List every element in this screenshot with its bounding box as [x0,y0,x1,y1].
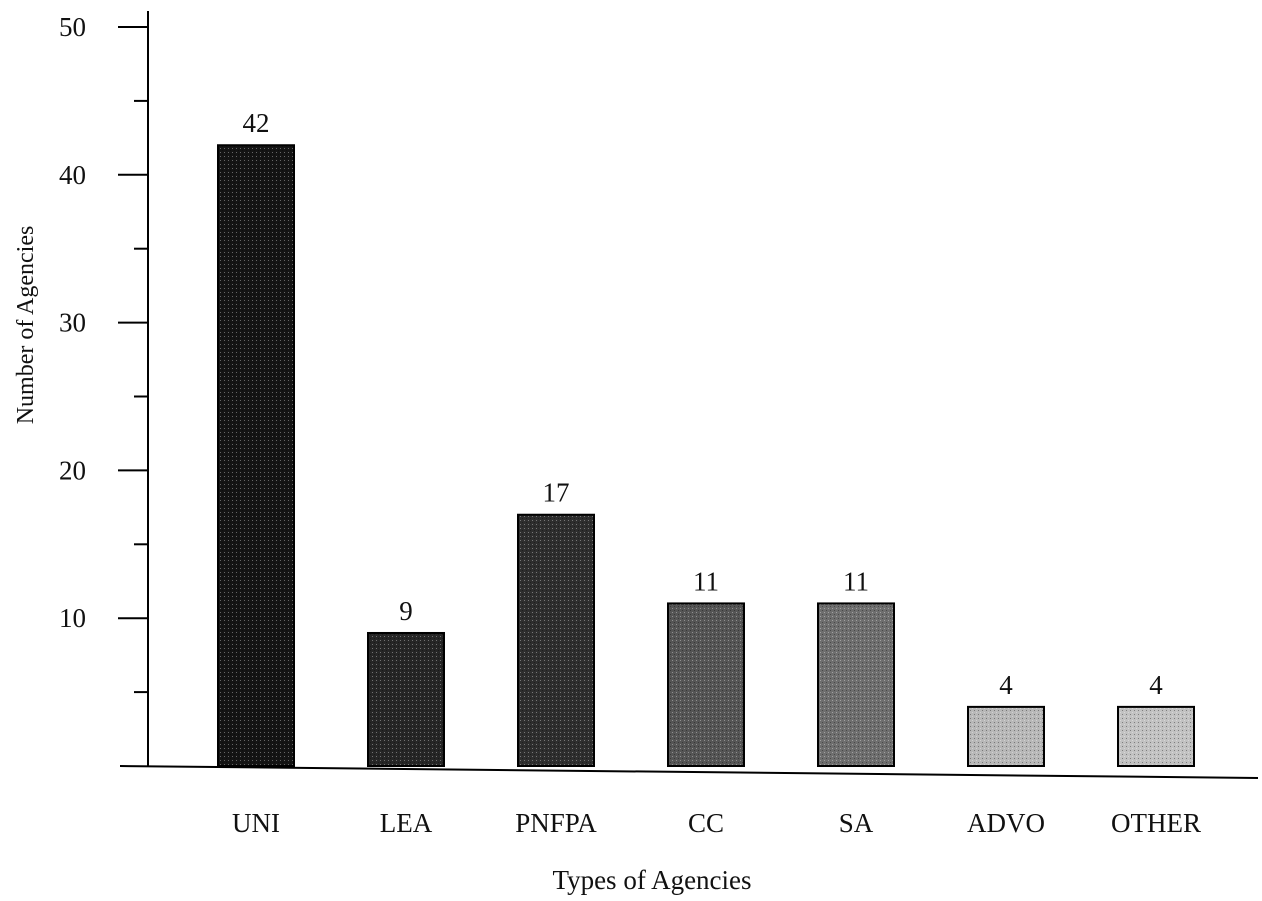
value-label-pnfpa: 17 [543,478,570,508]
value-label-other: 4 [1149,670,1163,700]
bar-other [1117,705,1195,768]
bar-sa [817,602,895,767]
labels: Number of Agencies Types of Agencies 10 2… [13,12,1201,895]
category-label-sa: SA [839,808,874,838]
bars [217,144,1195,768]
category-label-lea: LEA [380,808,433,838]
y-tick-label: 40 [59,160,86,190]
category-label-cc: CC [688,808,724,838]
value-label-cc: 11 [693,566,719,596]
bar-cc [667,602,745,767]
bar-pnfpa [517,513,595,767]
category-label-advo: ADVO [967,808,1045,838]
category-label-pnfpa: PNFPA [515,808,597,838]
y-tick-label: 50 [59,12,86,42]
bar-lea [367,631,445,767]
x-axis-line [119,765,1259,779]
value-label-advo: 4 [999,670,1013,700]
y-tick-label: 30 [59,308,86,338]
bar-advo [967,705,1045,768]
value-label-uni: 42 [243,108,270,138]
axes [118,11,1259,779]
category-label-other: OTHER [1111,808,1201,838]
x-axis-title: Types of Agencies [552,865,751,895]
value-label-sa: 11 [843,566,869,596]
y-tick-label: 10 [59,603,86,633]
y-tick-label: 20 [59,455,86,485]
value-label-lea: 9 [399,596,413,626]
category-label-uni: UNI [232,808,280,838]
y-axis-title: Number of Agencies [13,226,39,425]
bar-uni [217,144,295,768]
